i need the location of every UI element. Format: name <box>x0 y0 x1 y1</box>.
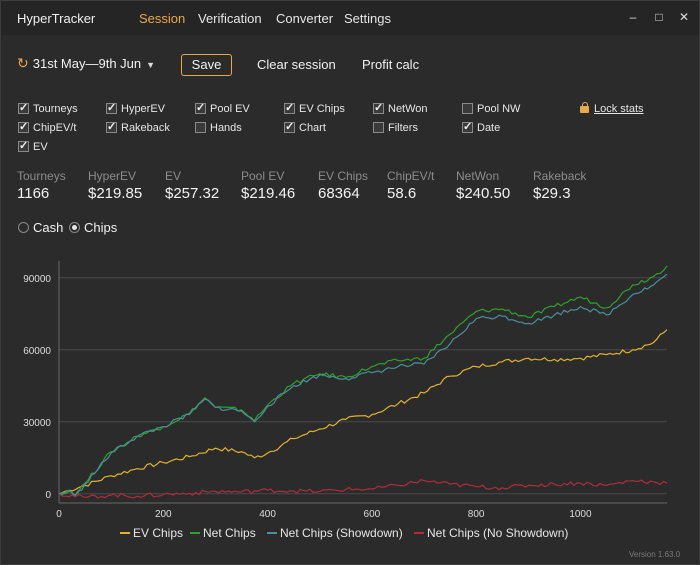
menu-converter[interactable]: Converter <box>276 11 334 26</box>
checkbox-tourneys[interactable]: Tourneys <box>18 101 78 116</box>
menu-settings[interactable]: Settings <box>344 11 391 26</box>
menu-verification[interactable]: Verification <box>198 11 262 26</box>
stat-hyperev: HyperEV $219.85 <box>88 169 143 202</box>
series-line <box>58 329 668 495</box>
checkbox-box <box>195 101 206 115</box>
session-toolbar: ↻ 31st May—9th Jun ▼ Save Clear session Pr… <box>1 53 699 77</box>
refresh-icon: ↻ <box>17 55 29 71</box>
y-tick-label: 90000 <box>23 274 51 285</box>
stat-rakeback: Rakeback $29.3 <box>533 169 587 202</box>
radio-cash[interactable]: Cash <box>18 220 63 235</box>
checkbox-box <box>284 120 295 134</box>
checkbox-box <box>106 120 117 134</box>
close-icon[interactable]: ✕ <box>678 10 690 24</box>
chevron-down-icon: ▼ <box>146 60 156 70</box>
checkbox-ev[interactable]: EV <box>18 139 48 154</box>
radio-dot <box>69 222 80 233</box>
stat-chipev-t: ChipEV/t 58.6 <box>387 169 435 202</box>
checkbox-box <box>373 122 384 133</box>
checkbox-box <box>106 101 117 115</box>
series-line <box>58 265 668 496</box>
maximize-icon[interactable]: □ <box>655 10 663 24</box>
checkbox-filters[interactable]: Filters <box>373 121 418 135</box>
y-tick-label: 60000 <box>23 346 51 357</box>
y-tick-label: 0 <box>45 490 51 501</box>
checkbox-box <box>462 103 473 114</box>
x-tick-label: 400 <box>259 509 276 520</box>
x-tick-label: 200 <box>155 509 172 520</box>
checkbox-chipev-t[interactable]: ChipEV/t <box>18 120 76 135</box>
checkbox-netwon[interactable]: NetWon <box>373 101 428 116</box>
legend-label: Net Chips (Showdown) <box>280 526 403 540</box>
save-button[interactable]: Save <box>181 54 232 76</box>
checkbox-date[interactable]: Date <box>462 120 500 135</box>
x-tick-label: 600 <box>364 509 381 520</box>
stat-tourneys: Tourneys 1166 <box>17 169 66 202</box>
lock-icon <box>579 102 589 114</box>
checkbox-box <box>195 122 206 133</box>
checkbox-pool-ev[interactable]: Pool EV <box>195 101 250 116</box>
series-line <box>58 479 668 499</box>
stat-netwon: NetWon $240.50 <box>456 169 511 202</box>
legend-label: EV Chips <box>133 526 183 540</box>
date-range-label: 31st May—9th Jun <box>32 56 142 71</box>
stat-pool-ev: Pool EV $219.46 <box>241 169 296 202</box>
x-tick-label: 0 <box>56 509 62 520</box>
checkbox-box <box>462 120 473 134</box>
checkbox-pool-nw[interactable]: Pool NW <box>462 102 520 116</box>
checkbox-box <box>284 101 295 115</box>
stat-ev: EV $257.32 <box>165 169 220 202</box>
title-bar: HyperTracker Session Verification Conver… <box>1 1 699 35</box>
legend-label: Net Chips <box>203 526 256 540</box>
x-tick-label: 800 <box>468 509 485 520</box>
checkbox-rakeback[interactable]: Rakeback <box>106 120 170 135</box>
checkbox-hands[interactable]: Hands <box>195 121 242 135</box>
chips-line-chart: 0 30000 60000 90000 0 200 400 600 800 1000 EV Chip… <box>23 261 668 540</box>
series-line <box>58 273 668 498</box>
date-range-picker[interactable]: ↻ 31st May—9th Jun ▼ <box>17 55 155 72</box>
clear-session-button[interactable]: Clear session <box>257 57 336 72</box>
lock-stats-link[interactable]: Lock stats <box>579 102 644 115</box>
minimize-icon[interactable]: – <box>629 10 637 24</box>
checkbox-box <box>18 120 29 134</box>
menu-session[interactable]: Session <box>139 11 186 26</box>
x-tick-label: 1000 <box>569 509 592 520</box>
version-label: Version 1.63.0 <box>629 550 681 559</box>
profit-calc-button[interactable]: Profit calc <box>362 57 420 72</box>
radio-dot <box>18 222 29 233</box>
stat-ev-chips: EV Chips 68364 <box>318 169 369 202</box>
legend-label: Net Chips (No Showdown) <box>427 526 568 540</box>
checkbox-box <box>18 101 29 115</box>
y-tick-label: 30000 <box>23 418 51 429</box>
checkbox-hyperev[interactable]: HyperEV <box>106 101 165 116</box>
checkbox-box <box>373 101 384 115</box>
radio-chips[interactable]: Chips <box>69 220 117 235</box>
checkbox-ev-chips[interactable]: EV Chips <box>284 101 345 116</box>
checkbox-chart[interactable]: Chart <box>284 120 326 135</box>
checkbox-box <box>18 139 29 153</box>
app-title: HyperTracker <box>17 11 96 26</box>
